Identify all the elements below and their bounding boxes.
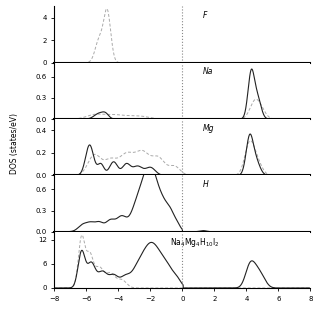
Text: Na: Na [203, 67, 213, 76]
Text: H: H [203, 180, 209, 189]
Text: Na$_4$Mg$_4$H$_{10}$I$_2$: Na$_4$Mg$_4$H$_{10}$I$_2$ [170, 236, 219, 249]
Text: Mg: Mg [203, 124, 214, 132]
Text: F: F [203, 11, 207, 20]
Text: DOS (states/eV): DOS (states/eV) [10, 114, 19, 174]
